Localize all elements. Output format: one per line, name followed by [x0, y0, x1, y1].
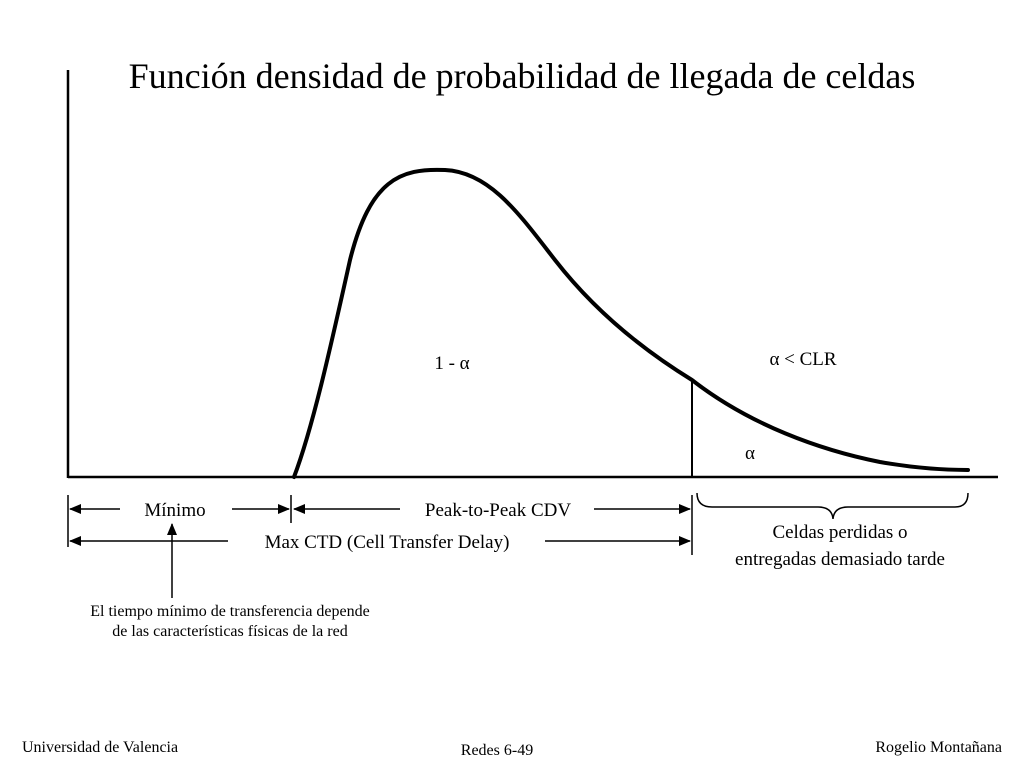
- ctd-label: Max CTD (Cell Transfer Delay): [265, 532, 510, 553]
- tail-area-label: α: [745, 443, 755, 464]
- note-line2: de las características físicas de la red: [112, 623, 347, 640]
- minimum-label: Mínimo: [144, 500, 205, 521]
- footer-author: Rogelio Montañana: [875, 739, 1002, 756]
- lost-cells-label-line2: entregadas demasiado tarde: [735, 549, 945, 570]
- lost-cells-label-line1: Celdas perdidas o: [772, 522, 907, 543]
- footer-slide-number: Redes 6-49: [461, 742, 533, 759]
- density-curve: [292, 167, 970, 479]
- note-line1: El tiempo mínimo de transferencia depend…: [90, 603, 369, 620]
- slide-title: Función densidad de probabilidad de lleg…: [129, 56, 916, 96]
- alpha-condition-label: α < CLR: [769, 349, 836, 370]
- lost-cells-brace: [696, 492, 969, 520]
- main-area-label: 1 - α: [434, 353, 469, 374]
- cdv-label: Peak-to-Peak CDV: [425, 500, 571, 521]
- footer-institution: Universidad de Valencia: [22, 739, 178, 756]
